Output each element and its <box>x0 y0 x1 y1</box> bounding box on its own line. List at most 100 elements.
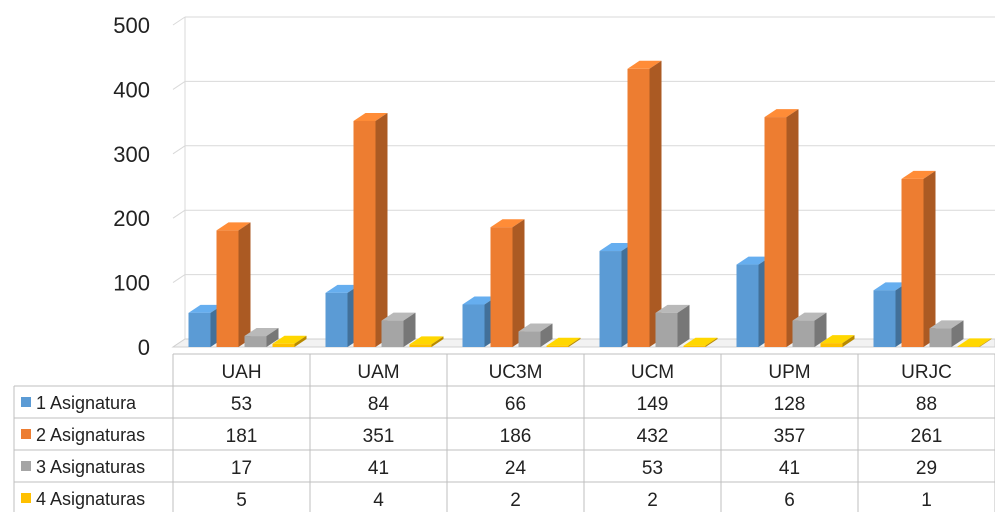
gridline-side <box>172 274 186 284</box>
data-label: 41 <box>368 458 389 479</box>
bar <box>409 336 444 347</box>
bar-side <box>568 337 581 347</box>
data-label: 5 <box>236 490 247 511</box>
x-category-label: UC3M <box>489 362 543 383</box>
data-label: 2 <box>510 490 521 511</box>
data-label: 6 <box>784 490 795 511</box>
bar-front <box>381 320 404 347</box>
bar-side <box>431 336 444 347</box>
bar-top <box>901 170 936 179</box>
data-label: 351 <box>363 426 395 447</box>
y-tick-label: 500 <box>113 13 150 38</box>
gridline-side <box>172 16 186 26</box>
bar-top <box>462 296 497 305</box>
legend-swatch <box>21 397 31 407</box>
bar <box>764 109 799 347</box>
legend-label: 2 Asignaturas <box>36 425 145 445</box>
bar-top <box>655 304 690 313</box>
y-tick-label: 200 <box>113 206 150 231</box>
y-tick-label: 300 <box>113 142 150 167</box>
bar <box>820 335 855 347</box>
bar-side <box>375 112 388 348</box>
bar <box>957 338 992 347</box>
bar-top <box>325 284 360 293</box>
data-label: 53 <box>642 458 663 479</box>
bar <box>490 219 525 347</box>
data-label: 357 <box>774 426 806 447</box>
bar-front <box>683 345 706 347</box>
bar-front <box>599 251 622 347</box>
data-label: 432 <box>637 426 669 447</box>
bar-front <box>546 345 569 347</box>
legend-label: 4 Asignaturas <box>36 489 145 509</box>
bar <box>244 328 279 347</box>
data-label: 29 <box>916 458 937 479</box>
bar-side <box>951 320 964 347</box>
bar-top <box>272 335 307 344</box>
bar-top <box>490 219 525 228</box>
x-category-label: UAM <box>357 362 399 383</box>
legend-label: 1 Asignatura <box>36 393 137 413</box>
bar-front <box>764 117 787 347</box>
bar-side <box>814 312 827 347</box>
bar-side <box>923 170 936 347</box>
bar-side <box>677 304 690 347</box>
x-category-label: UPM <box>768 362 810 383</box>
legend-swatch <box>21 493 31 503</box>
bar <box>353 112 388 348</box>
x-category-label: URJC <box>901 362 952 383</box>
bar-front <box>353 120 376 348</box>
bar-side <box>512 219 525 347</box>
bar-front <box>272 343 295 347</box>
data-label: 88 <box>916 394 937 415</box>
bar-top <box>929 320 964 329</box>
bar-front <box>518 331 541 347</box>
bar-front <box>244 336 267 347</box>
data-label: 4 <box>373 490 384 511</box>
bar-front <box>627 68 650 348</box>
bar-top <box>957 338 992 347</box>
bar <box>216 222 251 347</box>
bar <box>901 170 936 347</box>
bar-front <box>901 178 924 347</box>
bar-top <box>409 336 444 345</box>
bar-front <box>188 312 211 347</box>
y-axis: 0 100 200 300 400 500 <box>113 13 150 360</box>
bar <box>792 312 827 347</box>
bar-side <box>705 337 718 347</box>
bar-side <box>294 335 307 347</box>
bar <box>546 337 581 347</box>
y-tick-label: 400 <box>113 77 150 102</box>
bar-front <box>929 328 952 347</box>
bar-front <box>325 292 348 347</box>
bar <box>683 337 718 347</box>
bar-front <box>792 320 815 347</box>
bar-top <box>546 337 581 346</box>
data-label: 84 <box>368 394 390 415</box>
bars <box>188 60 992 348</box>
bar <box>381 312 416 347</box>
legend-label: 3 Asignaturas <box>36 457 145 477</box>
bar-side <box>842 335 855 347</box>
bar-front <box>490 227 513 347</box>
gridlines <box>172 16 995 348</box>
x-category-label: UCM <box>631 362 674 383</box>
bar <box>655 304 690 347</box>
bar-side <box>266 328 279 347</box>
data-label: 186 <box>500 426 532 447</box>
data-label: 149 <box>637 394 669 415</box>
data-label: 261 <box>911 426 943 447</box>
bar-side <box>786 109 799 347</box>
bar-top <box>873 282 908 291</box>
bar-side <box>649 60 662 348</box>
data-label: 41 <box>779 458 800 479</box>
legend-swatch <box>21 461 31 471</box>
y-tick-label: 0 <box>138 335 150 360</box>
bar-front <box>462 304 485 347</box>
data-label: 181 <box>226 426 258 447</box>
bar-front <box>736 264 759 347</box>
bar-top <box>353 112 388 121</box>
bar-side <box>403 312 416 347</box>
bar-top <box>216 222 251 231</box>
